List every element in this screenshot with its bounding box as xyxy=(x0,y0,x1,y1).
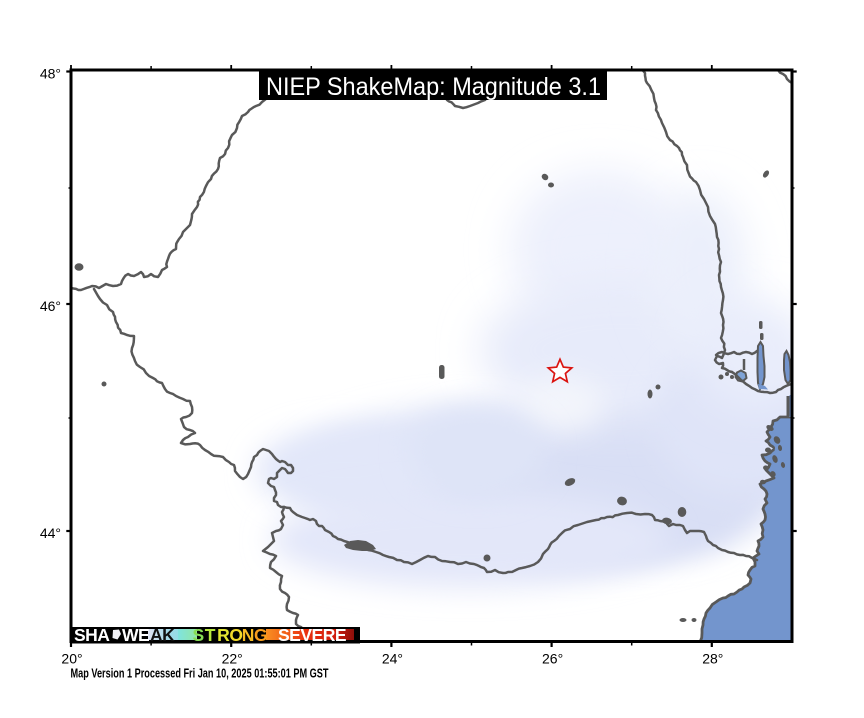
svg-text:AK: AK xyxy=(150,625,175,645)
svg-text:20°: 20° xyxy=(61,651,82,667)
svg-text:S: S xyxy=(193,625,205,645)
svg-text:O: O xyxy=(229,625,243,645)
svg-text:G: G xyxy=(254,625,268,645)
svg-text:N: N xyxy=(242,625,255,645)
svg-text:48°: 48° xyxy=(40,66,61,82)
svg-text:R: R xyxy=(217,625,230,645)
svg-text:24°: 24° xyxy=(382,651,403,667)
svg-text:Map Version 1 Processed Fri Ja: Map Version 1 Processed Fri Jan 10, 2025… xyxy=(71,665,329,680)
svg-text:NIEP ShakeMap: Magnitude 3.1: NIEP ShakeMap: Magnitude 3.1 xyxy=(266,73,601,101)
svg-text:SEVERE: SEVERE xyxy=(278,625,346,645)
svg-text:WE: WE xyxy=(122,625,149,645)
svg-text:28°: 28° xyxy=(702,651,723,667)
svg-text:26°: 26° xyxy=(542,651,563,667)
svg-text:T: T xyxy=(205,625,216,645)
svg-text:22°: 22° xyxy=(222,651,243,667)
svg-text:44°: 44° xyxy=(40,525,61,541)
svg-text:SHA: SHA xyxy=(74,625,110,645)
svg-text:46°: 46° xyxy=(40,298,61,314)
